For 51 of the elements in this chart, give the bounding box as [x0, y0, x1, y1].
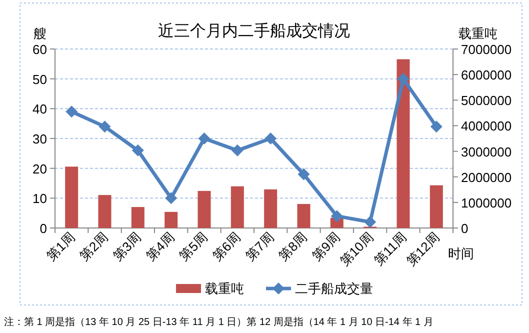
x-tick-label: 第6周 [209, 230, 244, 264]
text: 注：第 1 周是指（13 年 10 月 25 日-13 年 11 月 1 日）第 12 周是指（14 年 1 月 10 日-14 年 1 月 [4, 316, 434, 328]
point [198, 132, 210, 144]
y-tick-label: 50 [32, 72, 47, 87]
bar [396, 59, 410, 228]
y-tick-label: 60 [32, 42, 47, 57]
bar [65, 166, 78, 228]
y2-tick-label: 5000000 [461, 93, 512, 108]
bar [164, 212, 178, 228]
point [330, 210, 343, 222]
y-axis-title: 艘 [34, 26, 46, 41]
y-tick-label: 0 [40, 221, 47, 236]
y2-tick-label: 3000000 [461, 144, 512, 160]
y-tick-label: 30 [32, 132, 47, 146]
y2-tick-label: 6000000 [461, 68, 512, 83]
y-tick-label: 40 [32, 102, 47, 117]
y2-tick-label: 2000000 [461, 170, 512, 185]
y2-tick-label: 0 [461, 221, 468, 236]
legend-label: 二手船成交量 [295, 281, 373, 296]
chart-title: 近三个月内二手船成交情况 [158, 22, 350, 40]
x-tick-label: 第7周 [242, 230, 277, 264]
point [132, 144, 144, 156]
y-tick-label: 10 [32, 191, 47, 206]
y2-axis-title: 载重吨 [458, 26, 498, 41]
x-tick-label: 第8周 [276, 230, 310, 264]
point [364, 216, 376, 228]
bar [230, 186, 244, 228]
x-tick-label: 第4周 [143, 230, 178, 264]
legend-label: 载重吨 [205, 281, 244, 296]
bar [198, 190, 211, 228]
x-tick-label: 第5周 [176, 230, 210, 264]
x-tick-label: 第3周 [110, 230, 144, 264]
point [66, 106, 78, 118]
x-axis-title: 时间 [448, 246, 474, 261]
y2-tick-label: 4000000 [461, 118, 512, 134]
point [298, 168, 310, 180]
point [397, 72, 410, 85]
bar [98, 195, 112, 228]
y2-tick-label: 7000000 [461, 42, 512, 57]
point [264, 132, 277, 144]
y-tick-label: 20 [32, 161, 47, 176]
x-tick-label: 第2周 [76, 230, 111, 264]
bar [131, 207, 144, 228]
bar [264, 189, 278, 228]
point [98, 120, 111, 133]
y2-tick-label: 1000000 [461, 195, 512, 210]
point [165, 192, 178, 204]
point [231, 144, 244, 156]
point [430, 120, 442, 133]
bar [430, 185, 443, 228]
bar [297, 204, 310, 228]
